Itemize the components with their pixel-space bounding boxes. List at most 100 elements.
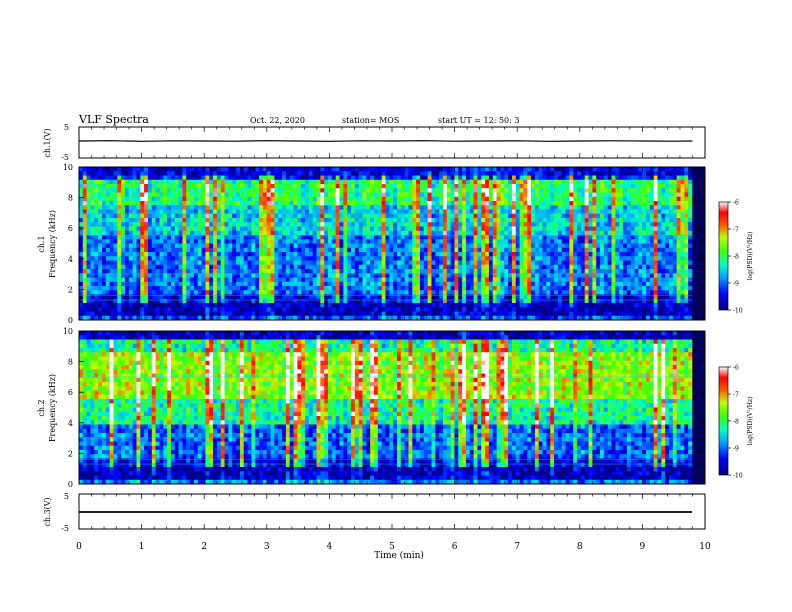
spectrogram-cell — [316, 192, 321, 198]
spectrogram-cell — [469, 260, 474, 266]
spectrogram-cell — [155, 311, 160, 317]
spectrogram-cell — [577, 179, 582, 185]
spectrogram-cell — [232, 226, 237, 232]
spectrogram-cell — [224, 192, 229, 198]
spectrogram-cell — [523, 260, 528, 266]
spectrogram-cell — [362, 307, 367, 312]
spectrogram-cell — [481, 243, 486, 249]
spectrogram-cell — [193, 294, 199, 300]
spectrogram-cell — [339, 213, 344, 219]
spectrogram-cell — [140, 213, 145, 219]
spectrogram-cell — [236, 303, 241, 308]
spectrogram-cell — [462, 252, 467, 257]
spectrogram-cell — [163, 213, 168, 219]
spectrogram-cell — [557, 247, 563, 253]
spectrogram-cell — [170, 260, 176, 266]
spectrogram-cell — [178, 315, 183, 321]
spectrogram-cell — [316, 303, 321, 308]
spectrogram-cell — [232, 281, 237, 287]
spectrogram-cell — [224, 277, 229, 283]
spectrogram-cell — [347, 179, 352, 185]
spectrogram-cell — [293, 252, 298, 257]
spectrogram-cell — [278, 252, 283, 257]
spectrogram-cell — [550, 256, 555, 261]
spectrogram-cell — [358, 213, 363, 219]
spectrogram-cell — [262, 273, 268, 278]
spectrogram-cell — [82, 184, 87, 189]
spectrogram-cell — [274, 205, 279, 210]
spectrogram-cell — [462, 303, 467, 308]
spectrogram-cell — [404, 167, 409, 172]
spectrogram-cell — [458, 290, 463, 295]
spectrogram-cell — [193, 269, 199, 274]
spectrogram-cell — [124, 264, 130, 270]
spectrogram-cell — [446, 184, 451, 189]
spectrogram-cell — [113, 218, 118, 223]
spectrogram-cell — [282, 311, 287, 317]
spectrogram-cell — [465, 281, 471, 287]
spectrogram-cell — [109, 230, 114, 236]
spectrogram-cell — [163, 226, 168, 232]
spectrogram-cell — [255, 235, 260, 240]
spectrogram-cell — [584, 218, 589, 223]
spectrogram-cell — [500, 260, 505, 266]
spectrogram-cell — [485, 303, 490, 308]
spectrogram-cell — [412, 260, 417, 266]
spectrogram-cell — [90, 281, 95, 287]
spectrogram-cell — [305, 196, 310, 202]
spectrogram-cell — [262, 184, 268, 189]
spectrogram-cell — [232, 243, 237, 249]
spectrogram-cell — [232, 286, 237, 291]
spectrogram-cell — [320, 230, 325, 236]
spectrogram-cell — [427, 303, 432, 308]
spectrogram-cell — [94, 256, 99, 261]
spectrogram-cell — [213, 218, 218, 223]
spectrogram-cell — [573, 286, 578, 291]
spectrogram-cell — [324, 218, 329, 223]
spectrogram-cell — [419, 277, 425, 283]
spectrogram-cell — [174, 184, 179, 189]
spectrogram-cell — [82, 260, 87, 266]
spectrogram-cell — [385, 205, 390, 210]
spectrogram-cell — [251, 273, 256, 278]
spectrogram-cell — [370, 222, 375, 227]
spectrogram-cell — [465, 264, 471, 270]
spectrogram-cell — [193, 175, 199, 181]
spectrogram-cell — [381, 290, 386, 295]
spectrogram-cell — [79, 273, 84, 278]
spectrogram-cell — [458, 205, 463, 210]
spectrogram-cell — [255, 294, 260, 300]
spectrogram-cell — [343, 286, 348, 291]
spectrogram-cell — [603, 277, 609, 283]
spectrogram-cell — [163, 303, 168, 308]
spectrogram-cell — [155, 256, 160, 261]
spectrogram-cell — [515, 281, 520, 287]
spectrogram-cell — [305, 188, 310, 193]
spectrogram-cell — [527, 252, 532, 257]
spectrogram-cell — [144, 252, 149, 257]
spectrogram-cell — [278, 273, 283, 278]
spectrogram-cell — [113, 196, 118, 202]
spectrogram-cell — [450, 247, 455, 253]
spectrogram-cell — [236, 179, 241, 185]
spectrogram-cell — [255, 247, 260, 253]
spectrogram-cell — [278, 192, 283, 198]
spectrogram-cell — [155, 167, 160, 172]
spectrogram-cell — [584, 201, 589, 206]
spectrogram-cell — [270, 205, 275, 210]
spectrogram-cell — [515, 286, 520, 291]
spectrogram-cell — [339, 230, 344, 236]
spectrogram-cell — [339, 303, 344, 308]
spectrogram-cell — [588, 175, 593, 181]
spectrogram-cell — [358, 281, 363, 287]
spectrogram-cell — [140, 239, 145, 244]
spectrogram-cell — [465, 273, 471, 278]
spectrogram-cell — [508, 290, 513, 295]
spectrogram-cell — [538, 277, 543, 283]
spectrogram-cell — [381, 315, 386, 321]
spectrogram-cell — [121, 218, 126, 223]
spectrogram-cell — [213, 213, 218, 219]
spectrogram-cell — [239, 307, 245, 312]
spectrogram-cell — [285, 307, 291, 312]
spectrogram-cell — [465, 222, 471, 227]
